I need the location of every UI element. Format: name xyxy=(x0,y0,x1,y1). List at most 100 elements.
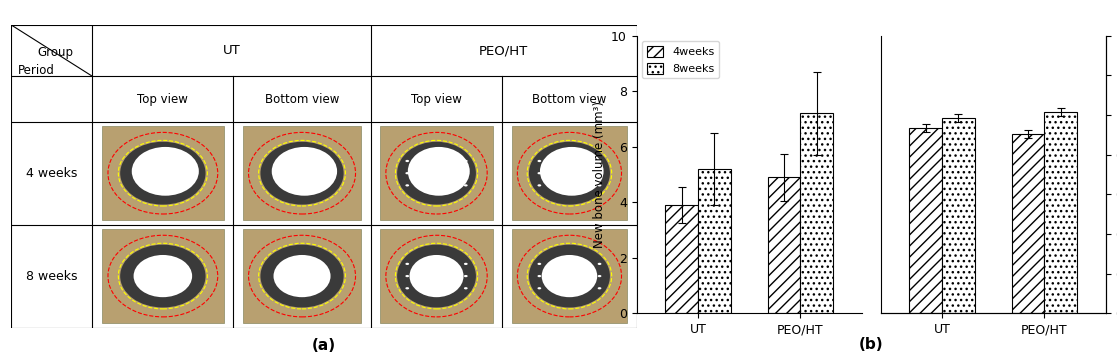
Text: Group: Group xyxy=(38,46,74,59)
Bar xyxy=(666,205,698,313)
Ellipse shape xyxy=(420,160,423,162)
Text: (a): (a) xyxy=(312,338,336,353)
Ellipse shape xyxy=(408,147,470,196)
Ellipse shape xyxy=(583,160,586,162)
Ellipse shape xyxy=(420,287,423,289)
Ellipse shape xyxy=(449,287,454,289)
Ellipse shape xyxy=(540,147,603,196)
Ellipse shape xyxy=(121,142,206,205)
Bar xyxy=(698,169,731,313)
Ellipse shape xyxy=(464,160,468,162)
Ellipse shape xyxy=(553,184,556,187)
Ellipse shape xyxy=(398,142,476,205)
Y-axis label: New bone volume (mm³): New bone volume (mm³) xyxy=(592,101,605,248)
Ellipse shape xyxy=(405,263,409,265)
Polygon shape xyxy=(380,229,493,323)
Ellipse shape xyxy=(405,160,409,162)
Ellipse shape xyxy=(537,263,542,265)
Ellipse shape xyxy=(598,287,601,289)
Ellipse shape xyxy=(435,275,438,277)
Ellipse shape xyxy=(274,255,331,297)
Text: 8 weeks: 8 weeks xyxy=(26,269,77,283)
Ellipse shape xyxy=(271,147,337,196)
Bar xyxy=(909,128,942,313)
Text: (b): (b) xyxy=(859,337,884,352)
Text: Top view: Top view xyxy=(137,93,189,106)
Ellipse shape xyxy=(435,263,438,265)
Ellipse shape xyxy=(537,287,542,289)
Ellipse shape xyxy=(464,275,468,277)
Ellipse shape xyxy=(553,263,556,265)
Ellipse shape xyxy=(583,275,586,277)
Ellipse shape xyxy=(449,160,454,162)
Ellipse shape xyxy=(260,245,344,308)
Ellipse shape xyxy=(420,263,423,265)
Bar xyxy=(767,177,801,313)
Ellipse shape xyxy=(420,172,423,174)
Ellipse shape xyxy=(567,263,571,265)
Bar xyxy=(1044,112,1077,313)
Ellipse shape xyxy=(598,263,601,265)
Polygon shape xyxy=(512,126,628,220)
Ellipse shape xyxy=(567,172,571,174)
Bar xyxy=(801,113,833,313)
Ellipse shape xyxy=(598,160,601,162)
Ellipse shape xyxy=(583,184,586,187)
Ellipse shape xyxy=(567,184,571,187)
Ellipse shape xyxy=(583,172,586,174)
Ellipse shape xyxy=(435,160,438,162)
Ellipse shape xyxy=(537,172,542,174)
Ellipse shape xyxy=(121,245,206,308)
Ellipse shape xyxy=(405,184,409,187)
Ellipse shape xyxy=(420,184,423,187)
Ellipse shape xyxy=(529,245,610,308)
Ellipse shape xyxy=(132,147,199,196)
Bar xyxy=(1012,134,1044,313)
Ellipse shape xyxy=(405,172,409,174)
Legend: 4weeks, 8weeks: 4weeks, 8weeks xyxy=(642,41,719,78)
Polygon shape xyxy=(242,229,362,323)
Polygon shape xyxy=(512,229,628,323)
Polygon shape xyxy=(380,126,493,220)
Ellipse shape xyxy=(420,275,423,277)
Ellipse shape xyxy=(464,287,468,289)
Ellipse shape xyxy=(537,184,542,187)
Ellipse shape xyxy=(435,172,438,174)
Ellipse shape xyxy=(542,255,598,297)
Ellipse shape xyxy=(598,275,601,277)
Text: Bottom view: Bottom view xyxy=(265,93,340,106)
Ellipse shape xyxy=(464,184,468,187)
Polygon shape xyxy=(242,126,362,220)
Ellipse shape xyxy=(553,287,556,289)
Ellipse shape xyxy=(410,255,464,297)
Ellipse shape xyxy=(567,287,571,289)
Ellipse shape xyxy=(398,245,476,308)
Ellipse shape xyxy=(537,160,542,162)
Text: UT: UT xyxy=(222,44,240,57)
Ellipse shape xyxy=(553,275,556,277)
Ellipse shape xyxy=(449,275,454,277)
Ellipse shape xyxy=(464,172,468,174)
Ellipse shape xyxy=(260,142,344,205)
Ellipse shape xyxy=(583,287,586,289)
Ellipse shape xyxy=(464,263,468,265)
Ellipse shape xyxy=(449,184,454,187)
Ellipse shape xyxy=(553,160,556,162)
Ellipse shape xyxy=(598,184,601,187)
Ellipse shape xyxy=(405,275,409,277)
Ellipse shape xyxy=(567,275,571,277)
Ellipse shape xyxy=(567,160,571,162)
Ellipse shape xyxy=(598,172,601,174)
Ellipse shape xyxy=(529,142,610,205)
Bar xyxy=(942,118,975,313)
Text: PEO/HT: PEO/HT xyxy=(479,44,528,57)
Ellipse shape xyxy=(553,172,556,174)
Ellipse shape xyxy=(435,184,438,187)
Text: Period: Period xyxy=(18,64,55,77)
Ellipse shape xyxy=(449,172,454,174)
Ellipse shape xyxy=(405,287,409,289)
Polygon shape xyxy=(102,229,223,323)
Text: 4 weeks: 4 weeks xyxy=(26,167,77,180)
Text: Bottom view: Bottom view xyxy=(533,93,607,106)
Text: Top view: Top view xyxy=(411,93,462,106)
